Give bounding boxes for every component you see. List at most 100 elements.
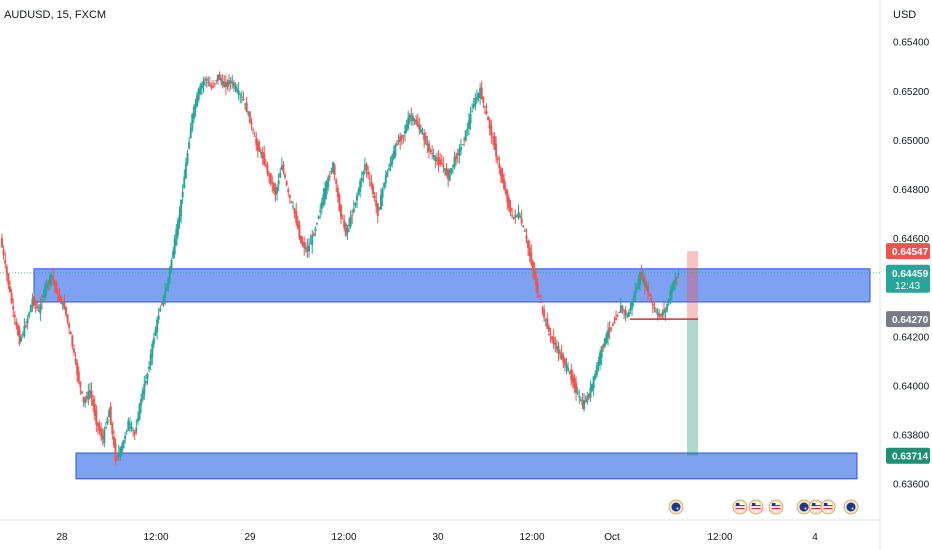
us-flag-event-icon[interactable] [768, 499, 784, 515]
candle-body [200, 84, 203, 89]
symbol-label[interactable]: AUDUSD, 15, FXCM [4, 9, 107, 21]
time-axis: 28 12:00 29 12:00 30 12:00 Oct 12:00 4 [56, 532, 818, 543]
candle-body [375, 200, 378, 207]
candle-body [44, 284, 47, 298]
candle-body [600, 346, 603, 359]
candle-body [16, 325, 19, 335]
candle-body [279, 172, 282, 178]
candle-body [344, 223, 347, 236]
candle-body [164, 291, 167, 299]
x-tick-label: 30 [432, 532, 444, 543]
candle-body [253, 135, 256, 137]
candle-body [328, 175, 331, 177]
au-flag-event-icon[interactable] [796, 499, 812, 515]
au-flag-event-icon[interactable] [668, 499, 684, 515]
candle-body [416, 121, 419, 127]
us-flag-event-icon[interactable] [732, 499, 748, 515]
candle-body [301, 241, 304, 246]
us-flag-event-icon[interactable] [748, 499, 764, 515]
candle-body [100, 428, 103, 437]
au-flag-star [851, 507, 854, 510]
candle-body [501, 174, 504, 183]
candle-body [619, 305, 622, 313]
candle-body [471, 111, 474, 113]
candle-body [490, 125, 493, 136]
us-flag-stripe [811, 508, 821, 510]
candle-body [61, 302, 64, 306]
us-flag-canton [824, 503, 828, 506]
candle-body [648, 293, 651, 297]
candle-body [383, 183, 386, 188]
candle-body [317, 216, 320, 219]
candle-body [461, 144, 464, 146]
au-flag-event-icon[interactable] [843, 499, 859, 515]
candle-body [322, 194, 325, 206]
candle-body [658, 314, 661, 317]
candle-body [498, 163, 501, 169]
candle-body [309, 242, 312, 245]
candle-body [408, 114, 411, 122]
candle-body [232, 82, 235, 87]
candle-body [288, 195, 291, 198]
us-flag-canton [736, 503, 740, 506]
candle-body [565, 364, 568, 368]
candle-body [595, 365, 598, 376]
candle-body [376, 203, 379, 216]
candle-body [223, 81, 226, 87]
price-tag-countdown: 12:43 [895, 281, 920, 292]
candle-body [242, 98, 245, 101]
candle-body [215, 80, 218, 82]
candle-body [405, 124, 408, 132]
candle-body [204, 79, 207, 81]
candle-body [520, 218, 523, 224]
candle-body [290, 201, 293, 203]
candle-body [392, 150, 395, 160]
candle-body [597, 361, 600, 366]
candle-body [221, 80, 224, 85]
candle-body [340, 204, 342, 218]
candle-body [643, 277, 646, 287]
candle-body [437, 157, 440, 165]
candle-body [31, 299, 34, 307]
candles-layer [0, 71, 880, 465]
candle-body [645, 284, 648, 289]
take-profit-area [687, 319, 698, 456]
candle-body [464, 130, 467, 141]
candle-body [224, 82, 227, 88]
candle-body [424, 135, 427, 145]
candle-body [440, 163, 443, 165]
y-tick-label: 0.64600 [893, 234, 930, 245]
candle-body [506, 190, 509, 203]
candle-body [330, 170, 333, 173]
us-flag-event-icon[interactable] [820, 499, 836, 515]
candle-body [443, 168, 446, 171]
candle-body [531, 261, 534, 271]
candle-body [210, 85, 213, 89]
candle-body [611, 323, 614, 326]
candle-body [509, 207, 512, 212]
candle-body [332, 162, 335, 173]
candle-body [515, 215, 518, 217]
candle-body [579, 399, 582, 401]
candle-body [472, 104, 475, 108]
candle-body [512, 217, 515, 219]
x-tick-label: 29 [244, 532, 256, 543]
candle-body [602, 344, 605, 347]
candle-body [511, 215, 514, 217]
candle-body [394, 144, 397, 157]
candle-body [399, 136, 402, 142]
candle-body [488, 120, 491, 129]
candle-body [547, 326, 550, 332]
candle-body [197, 88, 200, 100]
candle-body [236, 88, 239, 92]
candle-body [37, 310, 40, 312]
candle-body [637, 278, 640, 290]
candle-body [439, 159, 442, 165]
candle-body [362, 171, 365, 176]
price-tag-label: 0.63714 [892, 452, 929, 463]
candle-body [397, 140, 400, 143]
candle-body [93, 404, 96, 416]
candle-body [674, 279, 677, 285]
